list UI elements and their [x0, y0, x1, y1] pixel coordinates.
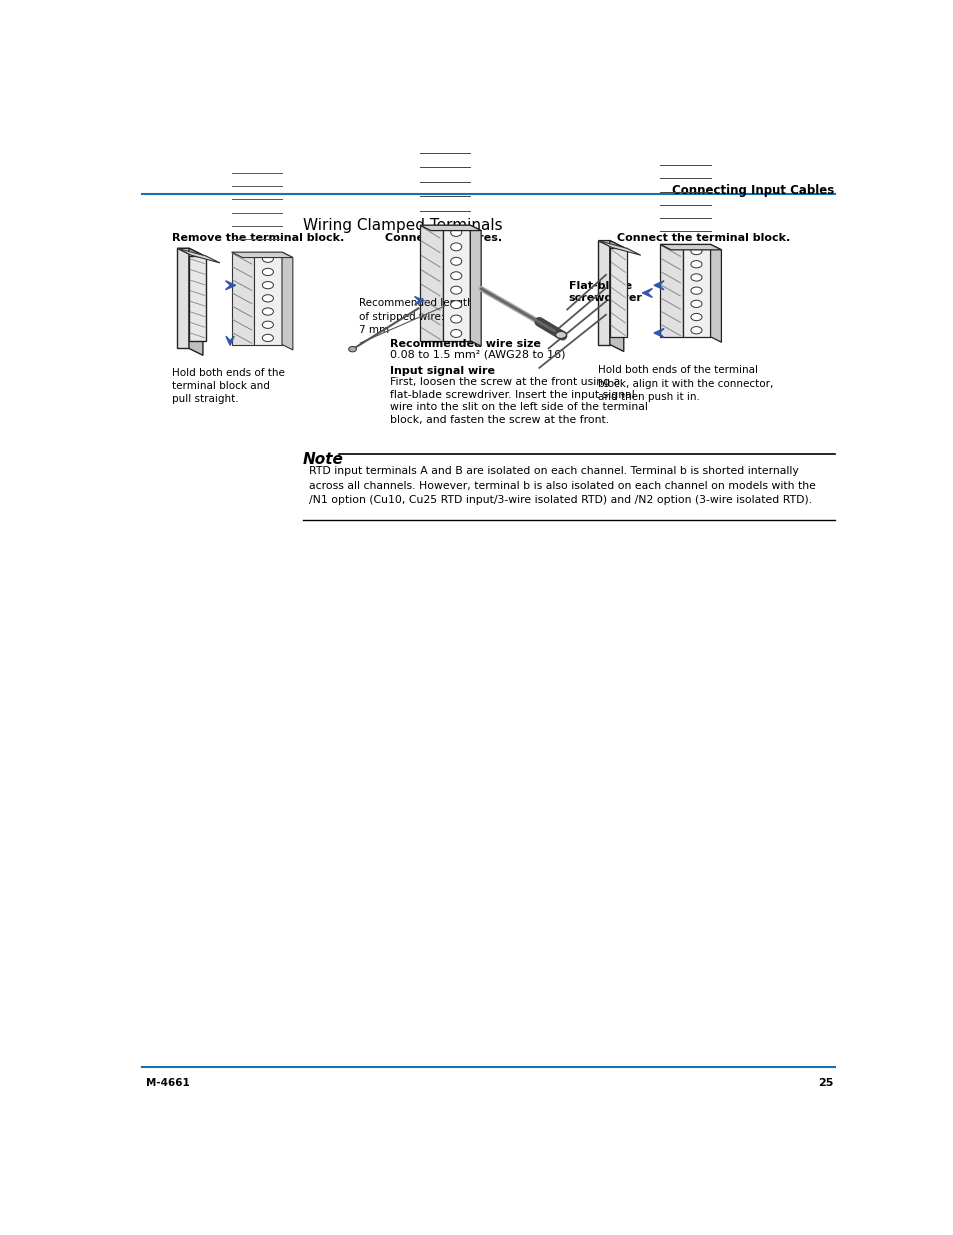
Polygon shape: [598, 241, 640, 256]
Text: Remove the terminal block.: Remove the terminal block.: [172, 233, 344, 243]
Polygon shape: [710, 245, 720, 342]
Ellipse shape: [690, 314, 701, 321]
Ellipse shape: [450, 243, 461, 251]
Ellipse shape: [262, 335, 274, 342]
Bar: [419, 225, 442, 341]
Ellipse shape: [262, 282, 274, 289]
Text: 0.08 to 1.5 mm² (AWG28 to 16): 0.08 to 1.5 mm² (AWG28 to 16): [390, 350, 565, 359]
Text: Hold both ends of the terminal
block, align it with the connector,
and then push: Hold both ends of the terminal block, al…: [598, 366, 773, 401]
Bar: [598, 241, 609, 345]
Polygon shape: [470, 225, 480, 346]
Ellipse shape: [555, 331, 566, 338]
Text: 25: 25: [818, 1078, 833, 1088]
Text: Connect the terminal block.: Connect the terminal block.: [617, 233, 789, 243]
Bar: [189, 256, 206, 341]
Ellipse shape: [690, 247, 701, 254]
Polygon shape: [225, 280, 235, 290]
Polygon shape: [654, 280, 663, 290]
Ellipse shape: [450, 300, 461, 309]
Bar: [442, 225, 470, 341]
Ellipse shape: [348, 347, 356, 352]
Ellipse shape: [450, 315, 461, 324]
Ellipse shape: [450, 272, 461, 279]
Text: Connect the wires.: Connect the wires.: [385, 233, 501, 243]
Text: Note: Note: [303, 452, 343, 467]
Text: Input signal wire: Input signal wire: [390, 366, 495, 377]
Ellipse shape: [262, 308, 274, 315]
Bar: [177, 248, 189, 348]
Bar: [609, 248, 626, 337]
Ellipse shape: [262, 268, 274, 275]
Text: Wiring Clamped Terminals: Wiring Clamped Terminals: [303, 217, 502, 232]
Text: Recommended length
of stripped wire:
7 mm: Recommended length of stripped wire: 7 m…: [359, 299, 474, 335]
Polygon shape: [419, 225, 480, 231]
Ellipse shape: [690, 326, 701, 333]
Text: M-4661: M-4661: [146, 1078, 190, 1088]
Text: First, loosen the screw at the front using a
flat-blade screwdriver. Insert the : First, loosen the screw at the front usi…: [390, 377, 648, 425]
Bar: [232, 252, 254, 345]
Ellipse shape: [450, 330, 461, 337]
Polygon shape: [189, 248, 203, 356]
Bar: [682, 245, 710, 337]
Text: Connecting Input Cables: Connecting Input Cables: [671, 184, 833, 198]
Polygon shape: [282, 252, 293, 350]
Polygon shape: [609, 241, 623, 352]
Polygon shape: [598, 241, 623, 247]
Polygon shape: [232, 252, 293, 258]
Polygon shape: [226, 336, 234, 346]
Polygon shape: [177, 248, 203, 256]
Ellipse shape: [690, 300, 701, 308]
Ellipse shape: [690, 261, 701, 268]
Text: Hold both ends of the
terminal block and
pull straight.: Hold both ends of the terminal block and…: [172, 368, 285, 404]
Text: Flat-blade
screwdriver: Flat-blade screwdriver: [568, 282, 642, 304]
Ellipse shape: [450, 287, 461, 294]
Ellipse shape: [450, 228, 461, 236]
Polygon shape: [659, 245, 720, 249]
Ellipse shape: [450, 257, 461, 266]
Ellipse shape: [262, 256, 274, 262]
Ellipse shape: [262, 295, 274, 303]
Text: RTD input terminals A and B are isolated on each channel. Terminal b is shorted : RTD input terminals A and B are isolated…: [309, 466, 815, 505]
Ellipse shape: [262, 321, 274, 329]
Ellipse shape: [690, 287, 701, 294]
Polygon shape: [641, 289, 652, 298]
Text: Recommended wire size: Recommended wire size: [390, 340, 540, 350]
Polygon shape: [654, 329, 663, 337]
Polygon shape: [415, 296, 423, 305]
Bar: [254, 252, 282, 345]
Bar: [659, 245, 682, 337]
Polygon shape: [177, 248, 220, 263]
Ellipse shape: [690, 274, 701, 282]
